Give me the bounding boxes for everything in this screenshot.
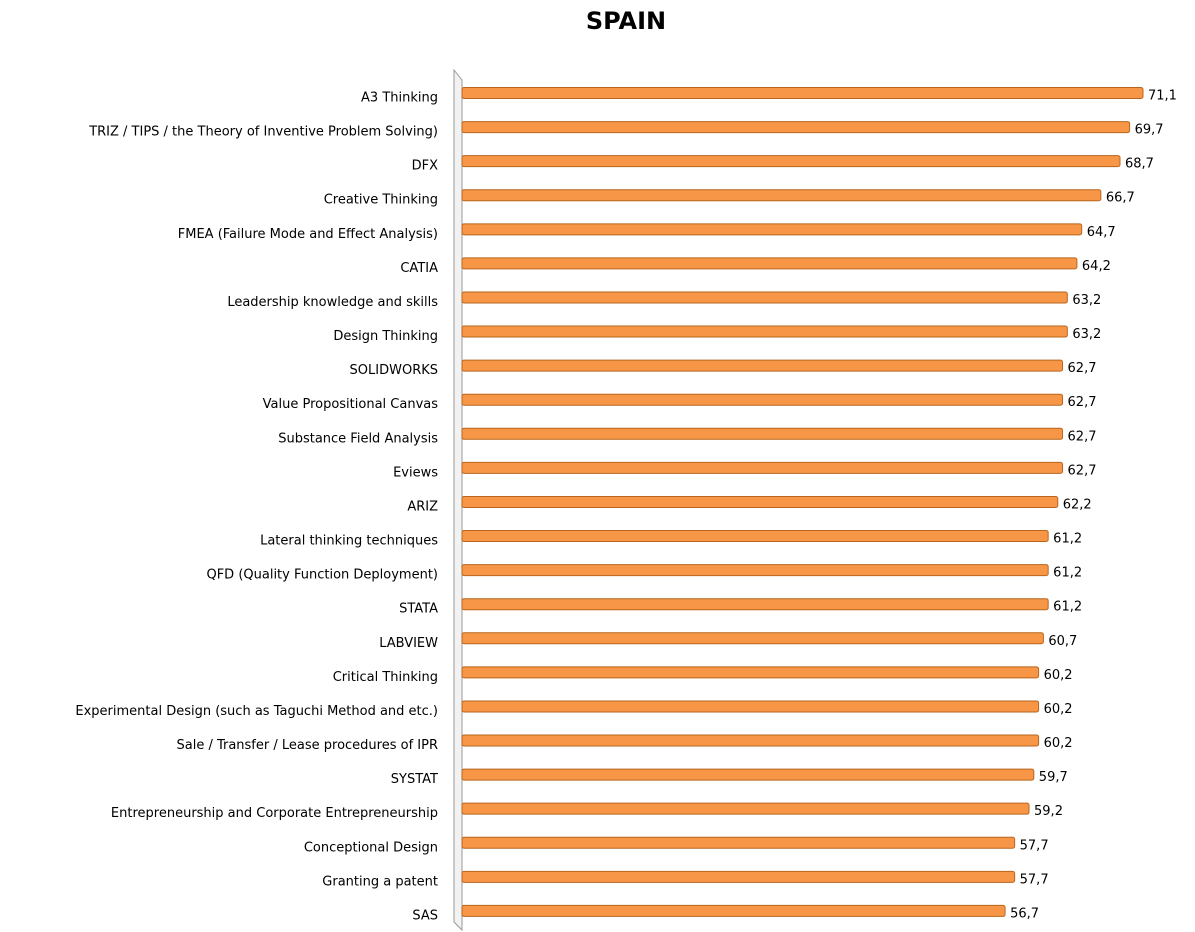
bar (461, 836, 1016, 849)
category-label: LABVIEW (379, 636, 438, 651)
bar (461, 427, 1064, 440)
category-label: CATIA (400, 261, 438, 276)
value-label: 63,2 (1072, 327, 1101, 342)
category-label: Creative Thinking (324, 193, 438, 208)
value-label: 57,7 (1020, 838, 1049, 853)
category-label: QFD (Quality Function Deployment) (206, 568, 438, 583)
chart-title: SPAIN (586, 7, 666, 35)
category-label: A3 Thinking (361, 91, 438, 106)
category-label: Substance Field Analysis (278, 431, 438, 446)
bar (461, 904, 1006, 917)
value-label: 64,2 (1082, 259, 1111, 274)
category-label: Conceptional Design (304, 840, 438, 855)
bar (461, 87, 1144, 99)
value-label: 64,7 (1087, 225, 1116, 240)
category-label: Experimental Design (such as Taguchi Met… (75, 704, 438, 719)
value-label: 56,7 (1010, 906, 1039, 921)
bar (461, 325, 1068, 338)
value-label: 60,2 (1044, 736, 1073, 751)
value-label: 62,7 (1068, 395, 1097, 410)
value-label: 59,7 (1039, 770, 1068, 785)
bar (461, 155, 1121, 168)
category-label: TRIZ / TIPS / the Theory of Inventive Pr… (88, 125, 438, 140)
category-label: Entrepreneurship and Corporate Entrepren… (111, 806, 438, 821)
axis-wall (453, 68, 463, 932)
bar (461, 495, 1059, 508)
value-label: 59,2 (1034, 804, 1063, 819)
category-label: ARIZ (407, 499, 438, 514)
bar (461, 870, 1016, 883)
bar (461, 189, 1102, 202)
bar (461, 768, 1035, 781)
value-label: 61,2 (1053, 566, 1082, 581)
bar (461, 734, 1040, 747)
value-label: 62,7 (1068, 429, 1097, 444)
bar (461, 530, 1049, 543)
category-label: SAS (412, 908, 438, 923)
value-label: 61,2 (1053, 600, 1082, 615)
bar (461, 700, 1040, 713)
category-label: Granting a patent (322, 874, 438, 889)
value-label: 62,2 (1063, 497, 1092, 512)
category-label: Sale / Transfer / Lease procedures of IP… (176, 738, 438, 753)
category-label: Value Propositional Canvas (263, 397, 439, 412)
bar (461, 257, 1078, 270)
bar (461, 121, 1131, 134)
value-label: 60,2 (1044, 702, 1073, 717)
bar (461, 461, 1064, 474)
value-label: 61,2 (1053, 532, 1082, 547)
category-label: Lateral thinking techniques (260, 534, 438, 549)
value-label: 68,7 (1125, 157, 1154, 172)
value-label: 60,7 (1048, 634, 1077, 649)
category-label: STATA (399, 602, 438, 617)
value-label: 57,7 (1020, 872, 1049, 887)
value-label: 71,1 (1148, 89, 1177, 104)
category-label: SYSTAT (391, 772, 438, 787)
value-label: 66,7 (1106, 191, 1135, 206)
category-label: Leadership knowledge and skills (227, 295, 438, 310)
category-label: Design Thinking (333, 329, 438, 344)
category-label: DFX (412, 159, 438, 174)
bar (461, 802, 1030, 815)
bar (461, 632, 1044, 645)
bar (461, 393, 1064, 406)
value-label: 63,2 (1072, 293, 1101, 308)
category-label: Critical Thinking (333, 670, 438, 685)
value-label: 69,7 (1135, 123, 1164, 138)
category-label: FMEA (Failure Mode and Effect Analysis) (178, 227, 438, 242)
value-label: 62,7 (1068, 463, 1097, 478)
bar (461, 666, 1040, 679)
bar (461, 598, 1049, 611)
bar (461, 291, 1068, 304)
value-label: 60,2 (1044, 668, 1073, 683)
bar (461, 564, 1049, 577)
value-label: 62,7 (1068, 361, 1097, 376)
bar (461, 223, 1083, 236)
category-label: Eviews (393, 465, 438, 480)
bar (461, 359, 1064, 372)
category-label: SOLIDWORKS (350, 363, 438, 378)
